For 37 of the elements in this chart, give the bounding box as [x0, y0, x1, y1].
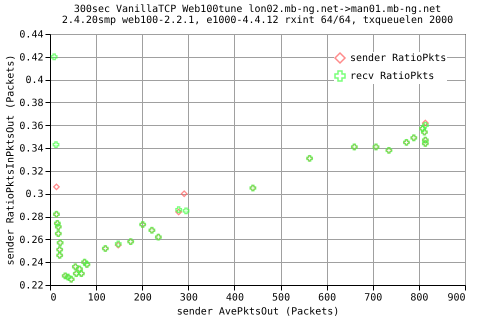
point	[53, 183, 60, 190]
point	[180, 190, 188, 198]
y-tick-label: 0.42	[19, 52, 44, 64]
x-axis-title: sender AvePktsOut (Packets)	[176, 306, 340, 318]
y-tick-label: 0.26	[19, 234, 44, 246]
y-tick-label: 0.36	[19, 120, 44, 132]
y-tick-label: 0.28	[19, 212, 44, 224]
x-tick-label: 400	[226, 292, 244, 304]
point	[182, 207, 190, 214]
x-tick-label: 800	[410, 292, 428, 304]
x-tick-label: 500	[272, 292, 290, 304]
x-tick-label: 0	[50, 292, 57, 304]
y-tick-label: 0.38	[19, 98, 44, 109]
y-tick-label: 0.22	[19, 280, 44, 292]
y-tick-label: 0.4	[25, 75, 44, 86]
x-tick-label: 600	[318, 292, 336, 304]
y-tick-label: 0.32	[19, 166, 44, 178]
point	[50, 53, 58, 60]
x-tick-label: 900	[447, 292, 466, 304]
y-tick-label: 0.44	[19, 30, 44, 40]
point	[422, 120, 429, 126]
x-tick-label: 300	[180, 292, 198, 304]
y-axis-title: sender RatioPktsInPktsOut (Packets)	[5, 54, 16, 266]
legend-label: recv RatioPkts	[350, 71, 434, 82]
y-tick-label: 0.34	[19, 144, 44, 155]
x-tick-label: 700	[364, 292, 382, 304]
legend-label: sender RatioPkts	[350, 53, 446, 64]
chart-subtitle: 2.4.20smp web100-2.2.1, e1000-4.4.12 rxint 64/64, txqueuelen 2000	[62, 15, 454, 26]
x-tick-label: 100	[88, 292, 106, 304]
chart-title: 300sec VanillaTCP Web100tune lon02.mb-ng.net->man01.mb-ng.net	[74, 4, 442, 15]
point	[175, 206, 182, 214]
point	[422, 122, 429, 129]
y-tick-label: 0.24	[19, 258, 44, 269]
point	[52, 141, 60, 148]
y-tick-label: 0.3	[25, 189, 44, 200]
point	[175, 208, 182, 216]
x-tick-label: 200	[134, 292, 152, 304]
